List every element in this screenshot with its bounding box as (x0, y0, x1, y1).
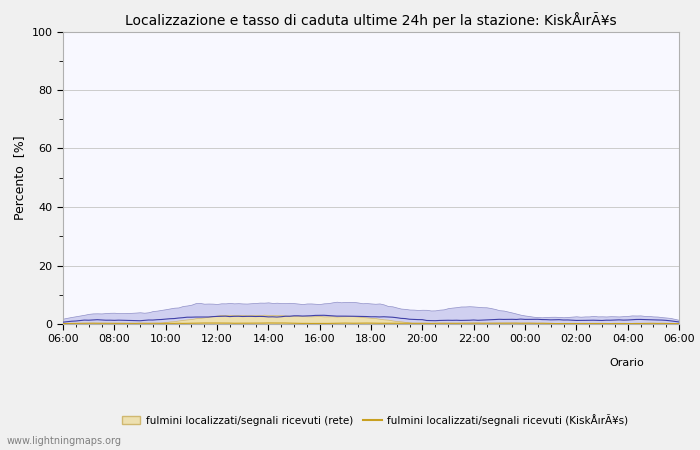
Y-axis label: Percento  [%]: Percento [%] (13, 135, 26, 220)
Text: Orario: Orario (609, 358, 644, 368)
Title: Localizzazione e tasso di caduta ultime 24h per la stazione: KiskÅırÃ¥s: Localizzazione e tasso di caduta ultime … (125, 12, 617, 27)
Text: www.lightningmaps.org: www.lightningmaps.org (7, 436, 122, 446)
